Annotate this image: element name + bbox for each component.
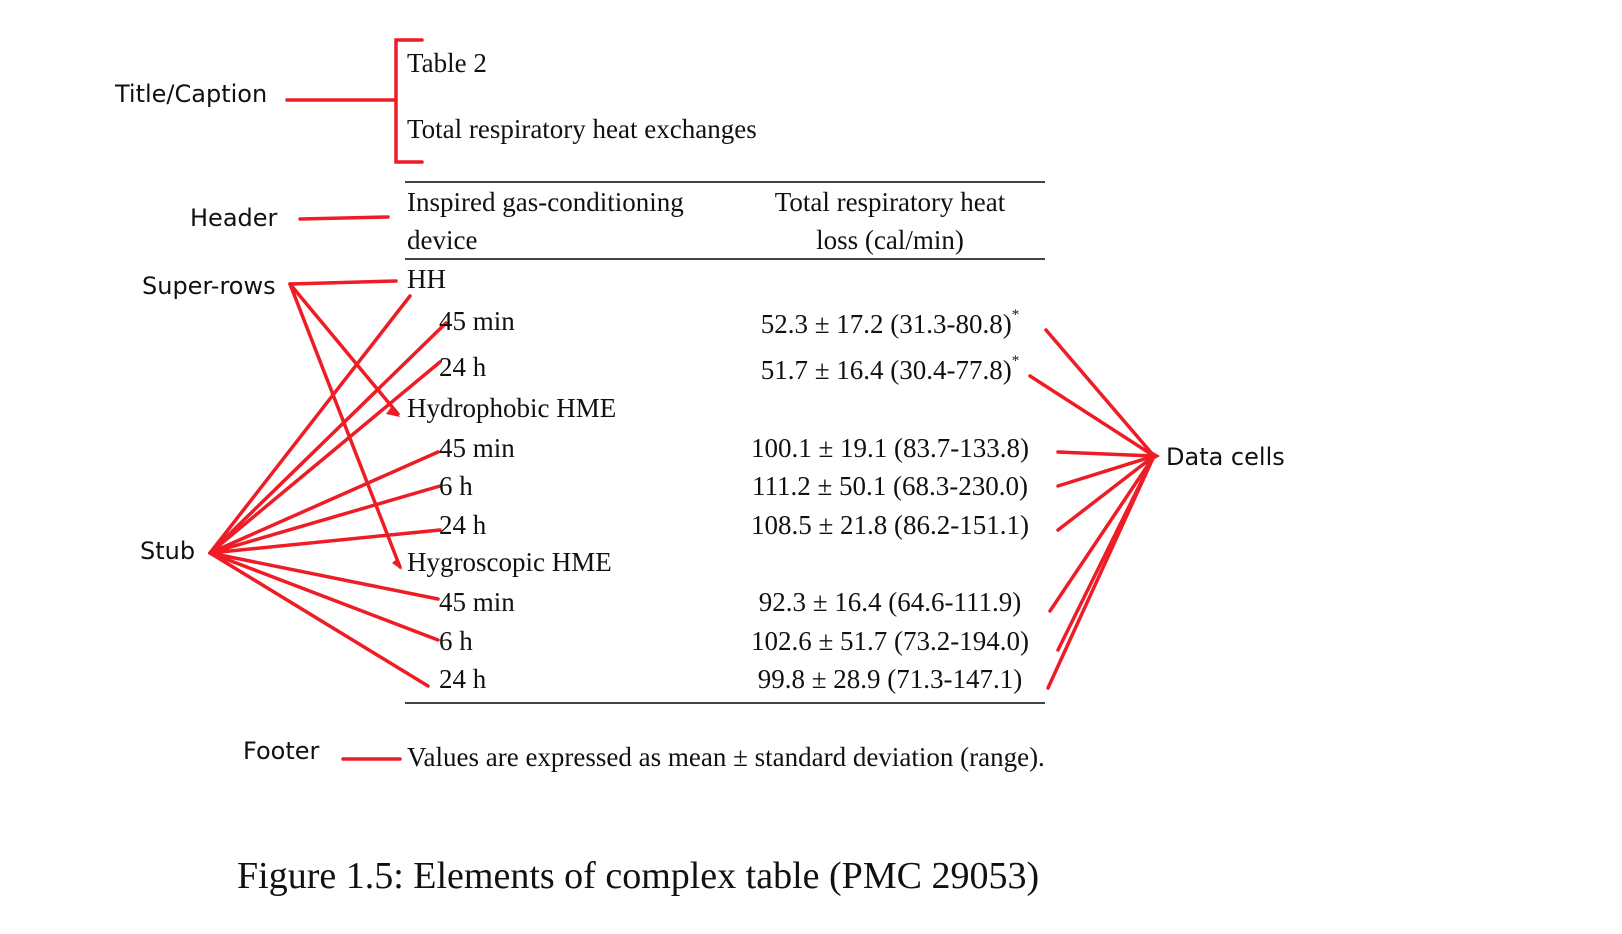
super-rows-connector-hydrophobic (288, 282, 400, 416)
header-col2-line2: loss (cal/min) (816, 225, 964, 255)
stub-connector-7 (208, 551, 440, 601)
stub-connector-9 (208, 551, 430, 688)
data-cell: 99.8 ± 28.9 (71.3-147.1) (757, 664, 1023, 694)
data-cells-connector-1 (1044, 328, 1156, 458)
data-cell: 102.6 ± 51.7 (73.2-194.0) (750, 626, 1030, 656)
super-rows-annotation: Super-rows (142, 272, 276, 300)
stub-connector-3 (208, 360, 442, 555)
stub-cell: 24 h (439, 510, 487, 540)
data-cells-connector-8 (1046, 454, 1156, 690)
table-bottom-rule (405, 702, 1045, 704)
stub-connector-6 (208, 528, 442, 555)
stub-connector-8 (208, 551, 440, 642)
stub-cell: 45 min (439, 587, 515, 617)
table-header-rule (405, 258, 1045, 260)
stub-cell: 6 h (439, 471, 473, 501)
data-cells-connector-3 (1056, 450, 1156, 458)
stub-cell: 6 h (439, 626, 473, 656)
super-rows-arrowhead-hydrophobic (386, 406, 400, 417)
super-row-hygroscopic-hme: Hygroscopic HME (407, 547, 612, 577)
header-connector (298, 215, 390, 221)
data-cells-connector-5 (1056, 454, 1156, 532)
data-cell: 100.1 ± 19.1 (83.7-133.8) (750, 433, 1030, 463)
stub-connector-4 (208, 450, 440, 555)
stub-connector-1 (208, 294, 412, 555)
data-cell-value: 51.7 ± 16.4 (30.4-77.8) (760, 355, 1012, 385)
table-top-rule (405, 181, 1045, 183)
data-cell-footnote-mark: * (1011, 307, 1020, 323)
data-cell-footnote-mark: * (1011, 353, 1020, 369)
data-cells-connector-2 (1028, 374, 1156, 458)
table-caption: Total respiratory heat exchanges (407, 114, 757, 144)
data-cells-connector-4 (1056, 454, 1156, 488)
super-rows-arrowhead-hygroscopic (392, 558, 402, 570)
header-col1: Inspired gas-conditioning device (407, 183, 684, 259)
stub-cell: 24 h (439, 352, 487, 382)
title-caption-annotation: Title/Caption (115, 80, 268, 108)
header-col2: Total respiratory heat loss (cal/min) (740, 183, 1040, 259)
super-rows-connector-hygroscopic (288, 282, 402, 569)
super-rows-connector-hh (288, 279, 398, 286)
stub-connector-2 (208, 321, 448, 555)
figure-caption: Figure 1.5: Elements of complex table (P… (237, 855, 1040, 897)
super-row-hh: HH (407, 264, 446, 294)
header-col2-line1: Total respiratory heat (774, 187, 1006, 217)
data-cell: 52.3 ± 17.2 (31.3-80.8)* (740, 307, 1040, 340)
header-col1-line1: Inspired gas-conditioning (407, 187, 684, 217)
arrowheads (386, 406, 1160, 570)
data-cells-connector-6 (1048, 454, 1156, 613)
data-cells-arrowhead (1148, 449, 1160, 463)
stub-cell: 45 min (439, 306, 515, 336)
data-cell: 51.7 ± 16.4 (30.4-77.8)* (740, 353, 1040, 386)
table-footer: Values are expressed as mean ± standard … (407, 742, 1045, 772)
data-cells-annotation: Data cells (1166, 443, 1285, 471)
stub-cell: 24 h (439, 664, 487, 694)
stub-connector-5 (208, 484, 442, 555)
table-label: Table 2 (407, 48, 487, 78)
data-cell-value: 52.3 ± 17.2 (31.3-80.8) (760, 309, 1012, 339)
header-annotation: Header (190, 204, 278, 232)
super-row-hydrophobic-hme: Hydrophobic HME (407, 393, 617, 423)
stub-cell: 45 min (439, 433, 515, 463)
header-col1-line2: device (407, 225, 478, 255)
footer-annotation: Footer (243, 737, 320, 765)
data-cell: 111.2 ± 50.1 (68.3-230.0) (751, 471, 1029, 501)
data-cell: 92.3 ± 16.4 (64.6-111.9) (758, 587, 1022, 617)
data-cell: 108.5 ± 21.8 (86.2-151.1) (750, 510, 1030, 540)
stub-annotation: Stub (140, 537, 196, 565)
